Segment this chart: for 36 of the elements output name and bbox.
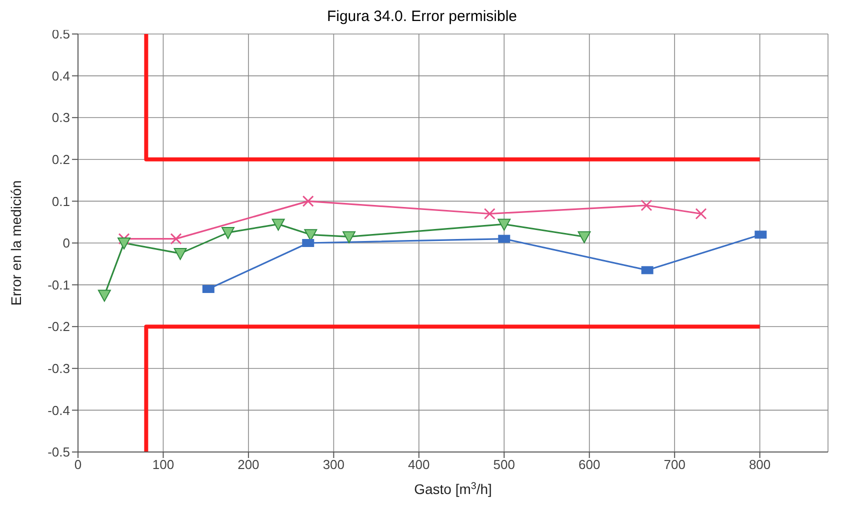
x-tick-label: 100	[152, 457, 174, 472]
x-tick-label: 700	[664, 457, 686, 472]
y-tick-label: -0.5	[48, 444, 70, 460]
y-tick-label: 0.3	[52, 110, 70, 126]
y-tick-label: 0.2	[52, 152, 70, 168]
y-tick-label: 0.1	[52, 194, 70, 209]
x-tick-label: 400	[408, 457, 430, 472]
point	[695, 208, 707, 220]
x-tick-label: 200	[238, 457, 260, 472]
point	[170, 233, 182, 245]
y-tick-label: 0.4	[52, 68, 70, 84]
point	[98, 290, 111, 302]
point	[342, 231, 356, 244]
point	[578, 231, 591, 244]
x-tick-label: 800	[748, 457, 771, 472]
point	[118, 238, 131, 250]
point	[118, 233, 130, 245]
y-tick-label: 0	[62, 236, 70, 251]
point	[302, 195, 314, 207]
x-tick-label: 300	[322, 457, 345, 472]
point	[484, 208, 496, 220]
point	[174, 248, 187, 260]
point	[222, 227, 234, 240]
x-tick-label: 500	[493, 457, 515, 472]
y-tick-label: -0.3	[48, 361, 70, 376]
y-tick-label: -0.2	[48, 319, 70, 334]
point	[498, 218, 511, 231]
x-axis-title: Gasto [m$^{3}$/h]	[414, 480, 492, 497]
y-axis-title: Error en la medición	[8, 180, 24, 306]
point	[640, 200, 652, 212]
x-tick-label: 0	[74, 457, 82, 472]
x-tick-label: 600	[578, 457, 600, 472]
y-tick-label: -0.1	[48, 277, 70, 292]
y-tick-label: -0.4	[48, 402, 70, 418]
point	[272, 218, 285, 231]
chart-title: Figura 34.0. Error permisible	[326, 8, 518, 25]
